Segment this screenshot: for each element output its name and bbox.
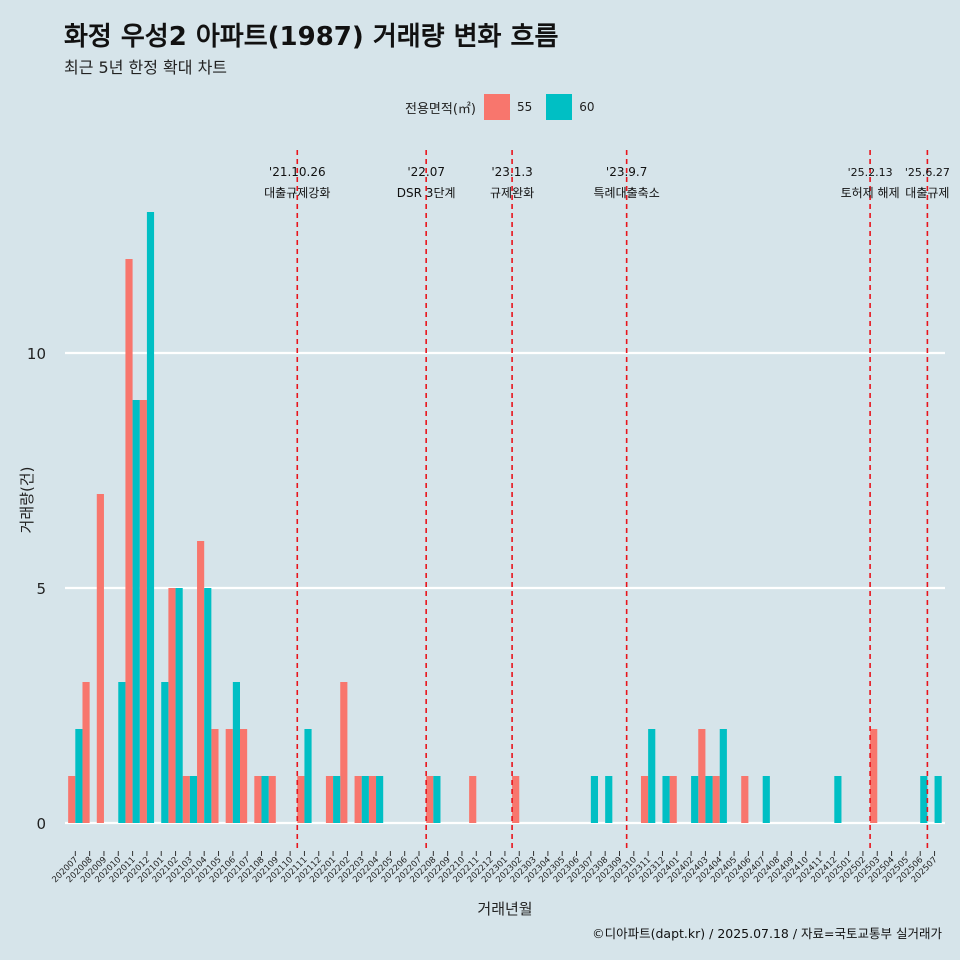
legend-swatch-60 [546,94,573,120]
bar-55-202111 [297,776,305,823]
y-tick-label-5: 5 [36,580,46,598]
chart-title: 화정 우성2 아파트(1987) 거래량 변화 흐름 [64,22,559,52]
bar-60-202106 [232,682,240,823]
bar-60-202307 [590,776,599,823]
annotation-date-1: '22.07 [407,165,445,179]
bar-60-202203 [361,776,369,823]
bar-55-202103 [182,776,190,823]
bar-60-202404 [719,729,727,823]
bar-55-202107 [239,729,248,823]
bar-60-202111 [304,729,312,823]
bar-55-202109 [268,776,276,823]
annotation-date-2: '23.1.3 [491,165,532,179]
legend-title: 전용면적(㎡) [405,101,476,117]
legend: 전용면적(㎡) 55 60 [405,93,609,121]
bar-55-202008 [82,682,90,823]
bar-60-202007 [75,729,83,823]
chart-subtitle: 최근 5년 한정 확대 차트 [64,58,228,77]
bar-60-202308 [605,776,613,823]
bar-55-202104 [197,541,205,823]
bar-55-202401 [669,776,677,823]
annotation-label-5: 대출규제 [905,186,949,200]
bar-60-202412 [834,776,842,823]
bar-60-202103 [189,776,198,823]
bar-55-202311 [640,776,649,823]
x-axis-title: 거래년월 [477,900,532,918]
annotation-label-4: 토허제 해제 [841,186,900,200]
bar-55-202403 [698,729,706,823]
bar-55-202106 [225,729,233,823]
legend-label-55: 55 [516,100,533,114]
bar-55-202406 [741,776,749,823]
bar-60-202312 [662,776,670,823]
annotation-date-0: '21.10.26 [269,165,326,179]
legend-swatch-55 [483,94,510,120]
bar-55-202208 [426,776,434,823]
bar-55-202202 [340,682,348,823]
annotation-label-1: DSR 3단계 [397,186,456,200]
bar-55-202404 [712,776,720,823]
bar-60-202403 [705,776,713,823]
bar-55-202007 [68,776,76,823]
annotation-date-3: '23.9.7 [606,165,647,179]
y-tick-label-10: 10 [27,345,46,363]
annotation-label-2: 규제완화 [490,186,534,200]
bar-55-202211 [469,776,477,823]
y-tick-label-0: 0 [36,815,46,833]
bar-60-202506 [920,776,928,823]
annotation-date-5: '25.6.27 [905,166,950,179]
bar-55-202203 [354,776,362,823]
bar-55-202503 [870,729,878,823]
bar-55-202105 [211,729,219,823]
bar-60-202507 [934,776,942,823]
bar-55-202302 [512,776,520,823]
source-caption: ©디아파트(dapt.kr) / 2025.07.18 / 자료=국토교통부 실… [592,926,942,941]
bar-55-202011 [125,259,133,823]
legend-label-60: 60 [579,100,595,114]
y-axis-title: 거래량(건) [18,467,36,534]
bar-60-202311 [648,729,656,823]
bar-60-202102 [175,588,183,823]
bar-60-202407 [762,776,770,823]
annotation-label-0: 대출규제강화 [264,186,330,200]
bar-60-202204 [376,776,384,823]
bar-55-202102 [168,588,176,823]
bar-55-202204 [368,776,377,823]
bar-60-202012 [146,212,155,823]
bar-60-202402 [691,776,699,823]
bar-55-202201 [325,776,334,823]
bar-60-202010 [118,682,126,823]
bar-60-202011 [132,400,140,823]
bar-55-202108 [254,776,262,823]
annotation-date-4: '25.2.13 [848,166,893,179]
bar-55-202009 [96,494,104,823]
bar-60-202101 [161,682,169,823]
bar-55-202012 [139,400,147,823]
bar-60-202108 [261,776,269,823]
bar-60-202201 [333,776,341,823]
bar-60-202208 [433,776,441,823]
annotation-label-3: 특례대출축소 [594,186,660,200]
bar-60-202104 [204,588,212,823]
